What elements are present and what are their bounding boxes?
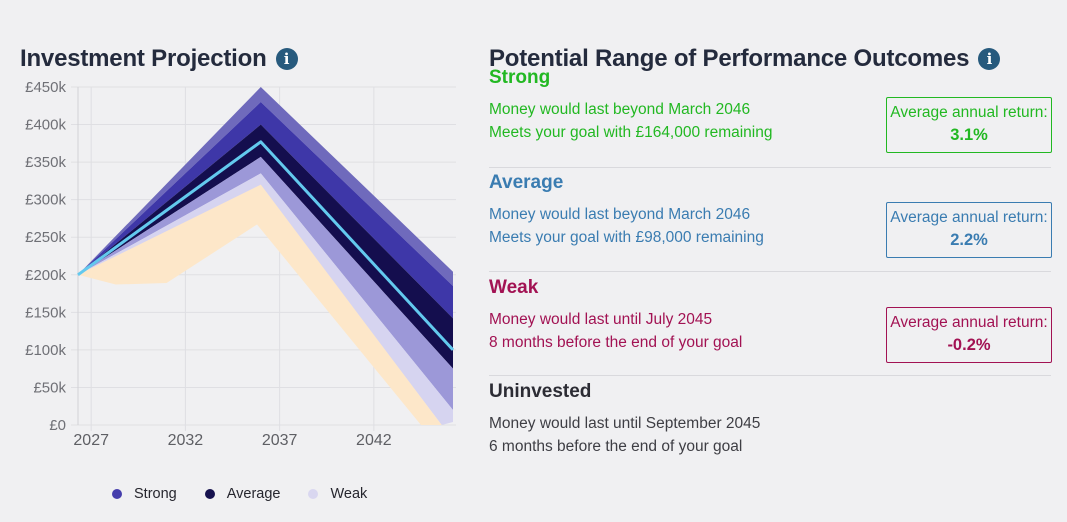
info-icon[interactable]: i [275, 48, 298, 71]
right-panel-title: Potential Range of Performance Outcomes … [489, 45, 1001, 73]
x-axis-tick-label: 2037 [262, 432, 298, 449]
section-text: Money would last until July 2045 [489, 311, 713, 328]
section-divider [489, 375, 1051, 376]
weak-range-upper [78, 156, 453, 410]
section-heading-uninvested: Uninvested [489, 381, 592, 402]
section-text: Money would last beyond March 2046 [489, 101, 751, 118]
section-divider [489, 167, 1051, 168]
left-panel-title: Investment Projection i [20, 45, 298, 73]
legend-label: Strong [134, 486, 177, 502]
y-axis-tick-label: £150k [25, 304, 66, 321]
section-text: Money would last beyond March 2046 [489, 206, 751, 223]
section-text: 6 months before the end of your goal [489, 438, 743, 455]
x-axis-tick-label: 2027 [73, 432, 109, 449]
info-icon[interactable]: i [978, 48, 1001, 71]
investment-projection-chart: £0 £50k £100k £150k £200k £250k £300k £350k £400… [25, 79, 456, 449]
strong-range [78, 102, 453, 319]
right-title-text: Potential Range of Performance Outcomes [489, 45, 970, 73]
uninvested-range [78, 184, 442, 425]
return-value: -0.2% [947, 336, 991, 355]
strong-legend-dot-icon [112, 489, 122, 499]
return-box-weak: Average annual return: -0.2% [886, 307, 1052, 363]
return-label: Average annual return: [890, 103, 1048, 121]
left-title-text: Investment Projection [20, 45, 267, 73]
section-text: 8 months before the end of your goal [489, 334, 743, 351]
average-projection-line [77, 140, 455, 351]
return-box-strong: Average annual return: 3.1% [886, 97, 1052, 153]
return-label: Average annual return: [890, 313, 1048, 331]
y-axis-tick-label: £0 [49, 417, 66, 434]
section-heading-average: Average [489, 172, 564, 193]
section-text: Meets your goal with £98,000 remaining [489, 229, 764, 246]
return-box-average: Average annual return: 2.2% [886, 202, 1052, 258]
section-heading-weak: Weak [489, 277, 539, 298]
y-axis-tick-label: £450k [25, 79, 66, 96]
y-axis-tick-label: £50k [33, 379, 66, 396]
x-axis-tick-label: 2032 [168, 432, 204, 449]
x-axis-tick-label: 2042 [356, 432, 392, 449]
legend-label: Weak [330, 486, 368, 502]
weak-legend-dot-icon [308, 489, 319, 499]
legend-label: Average [226, 486, 281, 502]
legend-item-strong[interactable]: Strong [112, 486, 177, 502]
y-axis-tick-label: £300k [25, 192, 66, 209]
section-text: Money would last until September 2045 [489, 415, 761, 432]
y-axis-tick-label: £400k [25, 117, 66, 134]
return-value: 2.2% [950, 231, 988, 250]
section-divider [489, 271, 1051, 272]
chart-legend: Strong Average Weak [112, 486, 367, 502]
average-range [78, 124, 453, 369]
section-heading-strong: Strong [489, 67, 551, 88]
return-value: 3.1% [950, 126, 988, 145]
return-label: Average annual return: [890, 208, 1048, 226]
section-text: Meets your goal with £164,000 remaining [489, 124, 773, 141]
legend-item-weak[interactable]: Weak [308, 486, 367, 502]
legend-item-average[interactable]: Average [204, 486, 281, 502]
y-axis-tick-label: £100k [25, 342, 66, 359]
y-axis-tick-label: £350k [25, 154, 66, 171]
average-legend-dot-icon [204, 489, 215, 499]
y-axis-tick-label: £200k [25, 267, 66, 284]
y-axis-tick-label: £250k [25, 229, 66, 246]
